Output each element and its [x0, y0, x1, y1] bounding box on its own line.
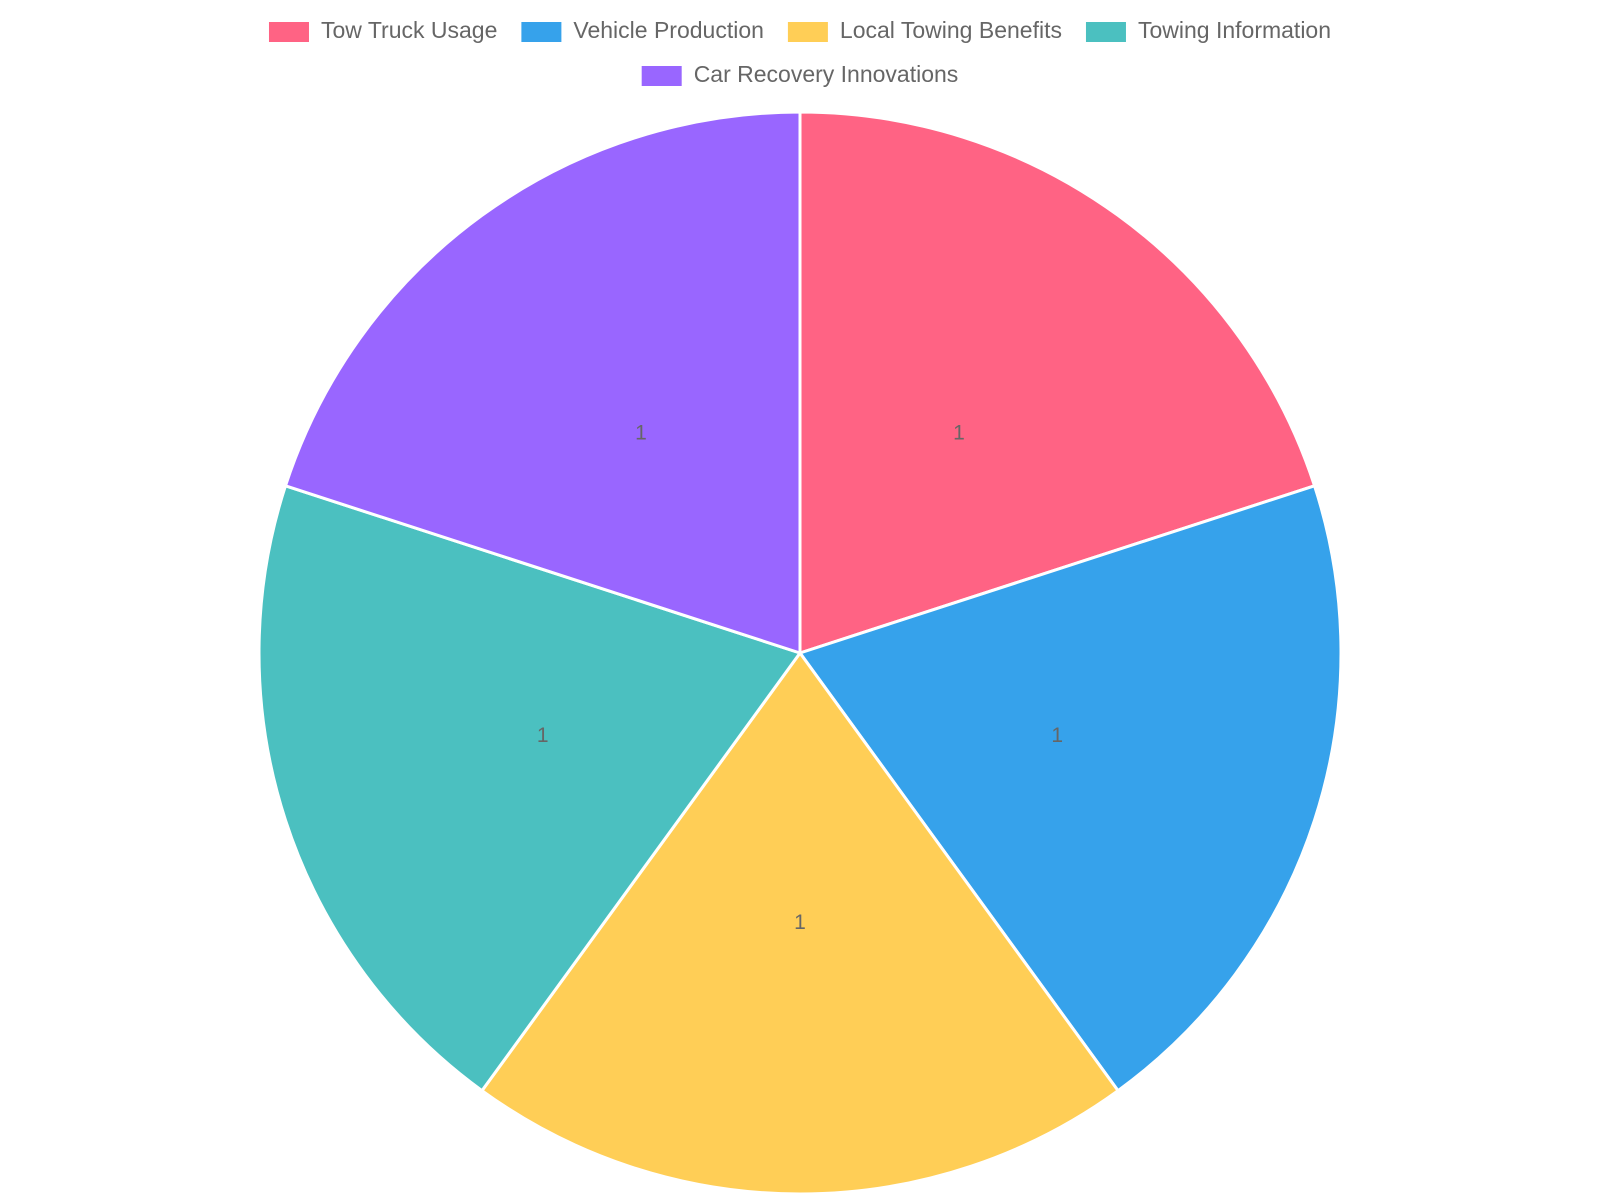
legend-label: Car Recovery Innovations: [694, 61, 959, 87]
pie-slice: [479, 650, 1121, 1196]
legend-swatch: [521, 22, 562, 42]
data-label: 1: [1051, 724, 1063, 747]
pie-slice: [798, 110, 1317, 656]
pie-slice: [257, 483, 803, 1093]
legend-item: Car Recovery Innovations: [641, 61, 959, 87]
legend-label: Towing Information: [1138, 17, 1331, 43]
data-label: 1: [537, 724, 549, 747]
legend-swatch: [787, 22, 828, 42]
legend-swatch: [1085, 22, 1126, 42]
pie-slice: [797, 483, 1343, 1093]
legend-item: Vehicle Production: [521, 17, 764, 43]
legend-item: Tow Truck Usage: [268, 17, 497, 43]
legend-swatch: [641, 66, 682, 86]
legend-label: Tow Truck Usage: [321, 17, 497, 43]
data-label: 1: [635, 422, 647, 445]
data-label: 1: [794, 911, 806, 934]
pie-slice: [283, 110, 802, 656]
data-label: 1: [953, 422, 965, 445]
legend-item: Towing Information: [1085, 17, 1331, 43]
legend-label: Local Towing Benefits: [840, 17, 1062, 43]
legend-label: Vehicle Production: [573, 17, 764, 43]
legend-item: Local Towing Benefits: [787, 17, 1062, 43]
legend-swatch: [268, 22, 309, 42]
